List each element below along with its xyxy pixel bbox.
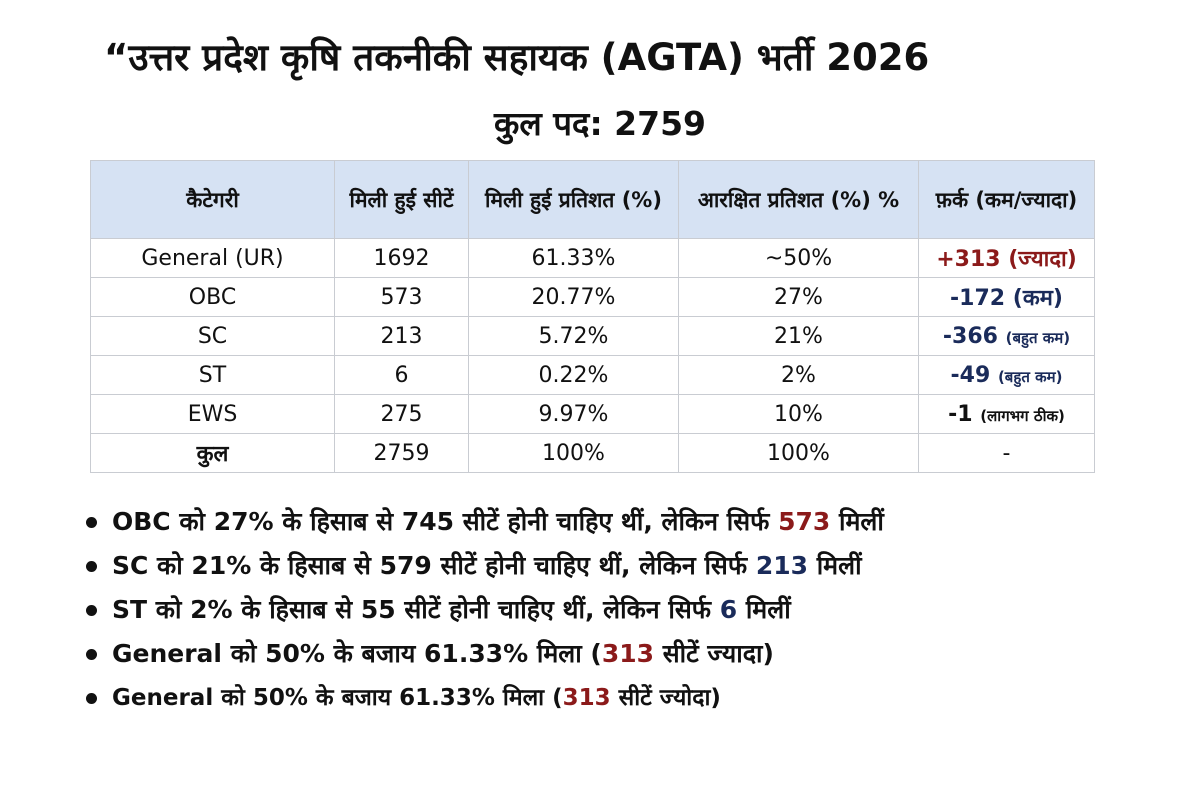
header-category: कैटेगरी [90, 160, 335, 239]
cell-percentage: 9.97% [468, 394, 679, 434]
summary-bullet-list: OBC को 27% के हिसाब से 745 सीटें होनी चा… [86, 500, 884, 720]
bullet-item: ST को 2% के हिसाब से 55 सीटें होनी चाहिए… [86, 588, 884, 632]
bullet-text: OBC को 27% के हिसाब से 745 सीटें होनी चा… [112, 507, 779, 536]
diff-number: -1 [948, 401, 973, 427]
cell-difference: -1 (लागभग ठीक) [918, 394, 1095, 434]
header-seats: मिली हुई सीटें [334, 160, 469, 239]
cell-percentage: 0.22% [468, 355, 679, 395]
page-title: “उत्तर प्रदेश कृषि तकनीकी सहायक (AGTA) भ… [104, 36, 930, 79]
table-header-row: कैटेगरी मिली हुई सीटें मिली हुई प्रतिशत … [90, 160, 1095, 239]
cell-category: General (UR) [90, 238, 335, 278]
seat-distribution-table: कैटेगरी मिली हुई सीटें मिली हुई प्रतिशत … [90, 160, 1095, 473]
cell-difference: -366 (बहुत कम) [918, 316, 1095, 356]
table-row: ST 6 0.22% 2% -49 (बहुत कम) [90, 355, 1095, 395]
table-row: SC 213 5.72% 21% -366 (बहुत कम) [90, 316, 1095, 356]
bullet-number: 213 [755, 551, 808, 580]
diff-number: +313 [936, 247, 1001, 272]
bullet-dot-icon [86, 693, 97, 704]
cell-total-label: कुल [90, 433, 335, 473]
bullet-text-end: सीटें ज्योदा) [610, 685, 721, 711]
header-difference: फ़र्क (कम/ज्यादा) [918, 160, 1095, 239]
bullet-dot-icon [86, 561, 97, 572]
cell-category: EWS [90, 394, 335, 434]
table-total-row: कुल 2759 100% 100% - [90, 433, 1095, 473]
table-row: EWS 275 9.97% 10% -1 (लागभग ठीक) [90, 394, 1095, 434]
diff-note: (बहुत कम) [997, 367, 1063, 386]
cell-difference: -172 (कम) [918, 277, 1095, 317]
diff-number: -172 [950, 286, 1006, 311]
bullet-text: ST को 2% के हिसाब से 55 सीटें होनी चाहिए… [112, 595, 720, 624]
bullet-text-end: मिलीं [808, 551, 862, 580]
bullet-dot-icon [86, 517, 97, 528]
bullet-number: 6 [719, 595, 738, 624]
cell-category: SC [90, 316, 335, 356]
bullet-text-end: मिलीं [830, 507, 884, 536]
cell-seats: 6 [334, 355, 469, 395]
diff-note: (लागभग ठीक) [980, 406, 1065, 425]
bullet-text: General को 50% के बजाय 61.33% मिला ( [112, 685, 563, 711]
diff-note: (कम) [1012, 286, 1063, 311]
bullet-text-end: मिलीं [737, 595, 791, 624]
cell-reserved: 10% [678, 394, 919, 434]
bullet-item: General को 50% के बजाय 61.33% मिला (313 … [86, 676, 884, 720]
cell-total-difference: - [918, 433, 1095, 473]
cell-total-seats: 2759 [334, 433, 469, 473]
cell-reserved: 2% [678, 355, 919, 395]
bullet-dot-icon [86, 605, 97, 616]
cell-difference: -49 (बहुत कम) [918, 355, 1095, 395]
table-row: General (UR) 1692 61.33% ~50% +313 (ज्या… [90, 238, 1095, 278]
diff-number: -366 [942, 323, 998, 349]
cell-seats: 213 [334, 316, 469, 356]
cell-difference: +313 (ज्यादा) [918, 238, 1095, 278]
bullet-item: OBC को 27% के हिसाब से 745 सीटें होनी चा… [86, 500, 884, 544]
bullet-number: 313 [562, 685, 611, 711]
cell-total-percentage: 100% [468, 433, 679, 473]
cell-seats: 1692 [334, 238, 469, 278]
cell-category: OBC [90, 277, 335, 317]
bullet-item: General को 50% के बजाय 61.33% मिला (313 … [86, 632, 884, 676]
header-percentage: मिली हुई प्रतिशत (%) [468, 160, 679, 239]
bullet-number: 573 [778, 507, 831, 536]
bullet-text-end: सीटें ज्यादा) [654, 639, 774, 668]
cell-reserved: ~50% [678, 238, 919, 278]
bullet-item: SC को 21% के हिसाब से 579 सीटें होनी चाह… [86, 544, 884, 588]
cell-category: ST [90, 355, 335, 395]
diff-note: (बहुत कम) [1005, 328, 1071, 347]
cell-reserved: 21% [678, 316, 919, 356]
cell-seats: 573 [334, 277, 469, 317]
cell-seats: 275 [334, 394, 469, 434]
diff-note: (ज्यादा) [1008, 247, 1077, 272]
cell-percentage: 5.72% [468, 316, 679, 356]
table-row: OBC 573 20.77% 27% -172 (कम) [90, 277, 1095, 317]
total-posts: कुल पद: 2759 [493, 104, 706, 143]
cell-percentage: 61.33% [468, 238, 679, 278]
diff-number: -49 [950, 362, 991, 388]
bullet-dot-icon [86, 649, 97, 660]
cell-total-reserved: 100% [678, 433, 919, 473]
bullet-number: 313 [601, 639, 655, 668]
header-reserved: आरक्षित प्रतिशत (%) % [678, 160, 919, 239]
bullet-text: General को 50% के बजाय 61.33% मिला ( [112, 639, 602, 668]
cell-reserved: 27% [678, 277, 919, 317]
bullet-text: SC को 21% के हिसाब से 579 सीटें होनी चाह… [112, 551, 756, 580]
cell-percentage: 20.77% [468, 277, 679, 317]
